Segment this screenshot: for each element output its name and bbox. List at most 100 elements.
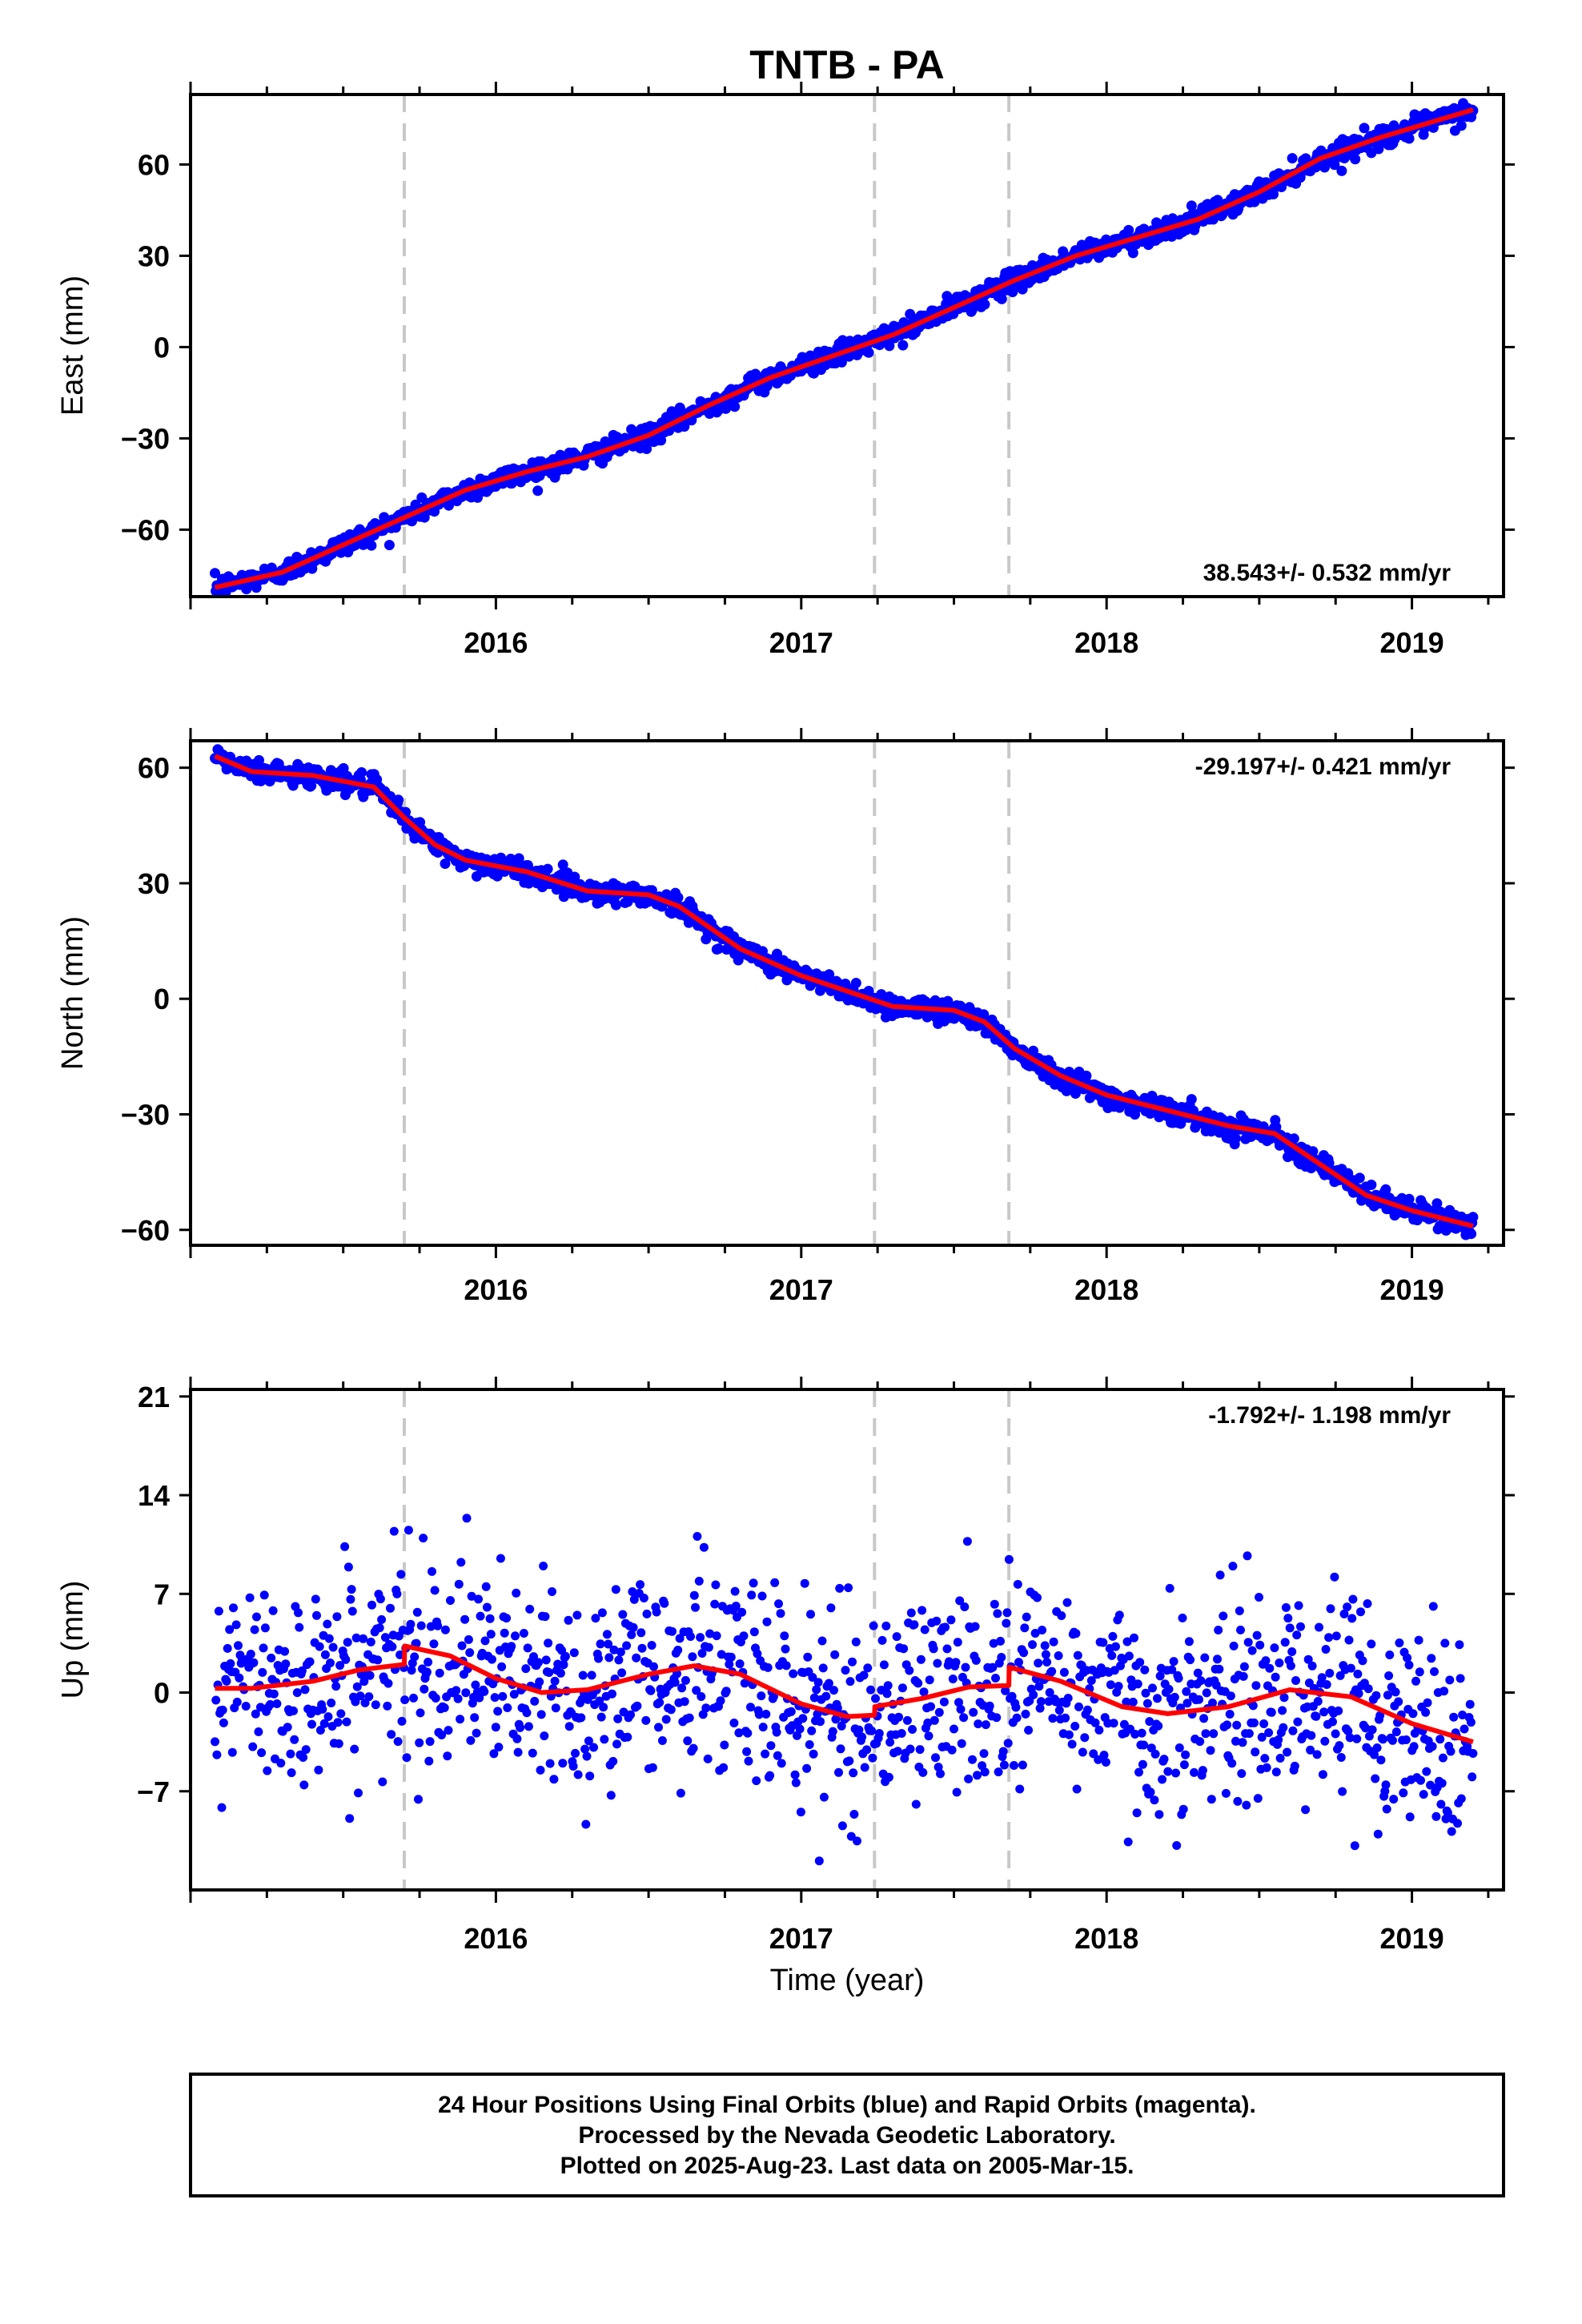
data-point — [1283, 1614, 1293, 1623]
data-point — [1061, 1713, 1070, 1723]
data-point — [999, 1760, 1009, 1770]
data-point — [719, 1763, 729, 1772]
data-point — [915, 1745, 925, 1755]
data-point — [1186, 1655, 1195, 1665]
data-point — [657, 1736, 667, 1745]
data-point — [433, 1621, 443, 1630]
data-point — [1295, 172, 1306, 183]
data-point — [345, 1814, 355, 1823]
data-point — [389, 1526, 399, 1536]
data-point — [564, 1615, 573, 1625]
data-point — [541, 1655, 551, 1665]
observation-points — [210, 98, 1479, 597]
data-point — [917, 1606, 927, 1615]
data-point — [685, 1713, 694, 1723]
data-point — [1130, 1730, 1140, 1739]
data-point — [705, 1629, 715, 1638]
data-point — [749, 1578, 758, 1588]
data-point — [812, 1685, 821, 1695]
data-point — [813, 1710, 822, 1719]
data-point — [753, 1649, 762, 1659]
data-point — [568, 1762, 578, 1771]
data-point — [905, 1666, 914, 1675]
data-point — [1307, 1661, 1317, 1671]
data-point — [1214, 1626, 1223, 1634]
data-point — [1373, 1829, 1383, 1839]
data-point — [696, 1633, 705, 1642]
data-point — [1395, 1638, 1404, 1647]
data-point — [725, 1659, 734, 1669]
data-point — [851, 1637, 861, 1647]
data-point — [1354, 1689, 1363, 1699]
data-point — [431, 1694, 440, 1703]
data-point — [346, 1594, 355, 1604]
data-point — [1130, 1633, 1138, 1642]
data-point — [1257, 1732, 1267, 1742]
data-point — [435, 1668, 444, 1678]
data-point — [1416, 1775, 1425, 1785]
data-point — [806, 1610, 815, 1619]
data-point — [1411, 1215, 1423, 1226]
data-point — [324, 1634, 334, 1643]
data-point — [259, 1590, 269, 1600]
data-point — [1319, 1707, 1329, 1717]
data-point — [1301, 1805, 1311, 1815]
data-point — [260, 1623, 270, 1633]
data-point — [641, 444, 652, 454]
data-point — [611, 899, 621, 911]
data-point — [446, 1596, 455, 1605]
data-point — [409, 1693, 418, 1703]
x-tick-label: 2019 — [1380, 626, 1444, 659]
data-point — [333, 1718, 343, 1727]
data-point — [848, 1657, 857, 1667]
data-point — [1394, 1697, 1403, 1707]
data-point — [883, 1681, 893, 1691]
data-point — [693, 1532, 702, 1541]
data-point — [295, 1622, 304, 1632]
data-point — [902, 1715, 912, 1725]
x-tick-label: 2016 — [464, 1922, 528, 1955]
data-point — [997, 1653, 1006, 1662]
data-point — [335, 1661, 345, 1671]
data-point — [1135, 1658, 1145, 1667]
data-point — [957, 1739, 966, 1748]
data-point — [1446, 1747, 1456, 1756]
data-point — [835, 1583, 845, 1593]
data-point — [1035, 1703, 1045, 1713]
data-point — [410, 1652, 420, 1662]
data-point — [525, 1604, 535, 1614]
data-point — [456, 1558, 466, 1567]
data-point — [1391, 1687, 1400, 1697]
data-point — [920, 1625, 930, 1634]
data-point — [734, 1728, 744, 1738]
x-tick-label: 2018 — [1074, 626, 1138, 659]
data-point — [249, 1658, 259, 1667]
data-point — [1428, 1602, 1438, 1611]
data-point — [863, 347, 874, 358]
data-point — [419, 1534, 428, 1543]
data-point — [235, 1673, 244, 1683]
data-point — [884, 1772, 893, 1782]
data-point — [281, 1659, 291, 1669]
data-point — [1405, 1812, 1415, 1822]
data-point — [1307, 1731, 1316, 1740]
data-point — [1438, 1753, 1447, 1763]
data-point — [805, 1740, 814, 1749]
data-point — [1038, 1626, 1047, 1634]
data-point — [1255, 1593, 1263, 1602]
data-point — [1264, 1728, 1274, 1738]
data-point — [1070, 1722, 1080, 1731]
data-point — [833, 1703, 842, 1713]
data-point — [464, 1634, 473, 1644]
data-point — [560, 1651, 570, 1661]
data-point — [1271, 1767, 1281, 1777]
data-point — [834, 1767, 843, 1777]
data-point — [462, 1514, 472, 1523]
data-point — [683, 1736, 693, 1746]
data-point — [1167, 1665, 1177, 1675]
data-point — [1440, 1638, 1450, 1648]
data-point — [980, 1767, 990, 1777]
data-point — [443, 1751, 452, 1761]
data-point — [319, 1719, 329, 1728]
data-point — [232, 1697, 242, 1707]
